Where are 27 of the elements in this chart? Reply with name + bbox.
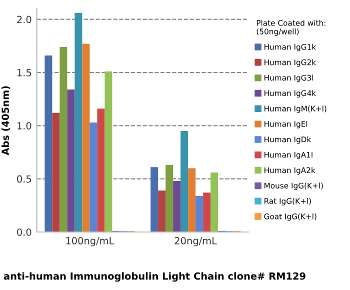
bar [97,108,105,232]
y-tick-label: 1.0 [17,122,32,130]
bar [150,167,158,232]
x-tick-label: 20ng/mL [174,237,217,246]
bar [44,55,52,232]
bar [52,112,60,232]
x-tick-label: 100ng/mL [66,237,114,246]
y-tick-label: 0.0 [17,228,32,236]
y-tick-label: 2.0 [17,16,32,24]
bar [203,192,211,232]
y-axis-title: Abs (405nm) [1,86,10,156]
bar [67,90,75,232]
bar [196,196,204,232]
bar [90,122,98,232]
bar [210,172,218,232]
bar [60,46,68,232]
bar [158,190,166,232]
bar [74,12,82,232]
bar [173,180,181,232]
text: anti-human Immunoglobulin Light Chain clone# RM129 [4,272,306,282]
y-tick-label: 1.5 [17,69,32,76]
bar [188,168,196,232]
bar [82,44,90,232]
y-tick-label: 0.5 [17,175,32,183]
bar [104,71,112,232]
bar [180,130,188,232]
bar [166,165,174,232]
